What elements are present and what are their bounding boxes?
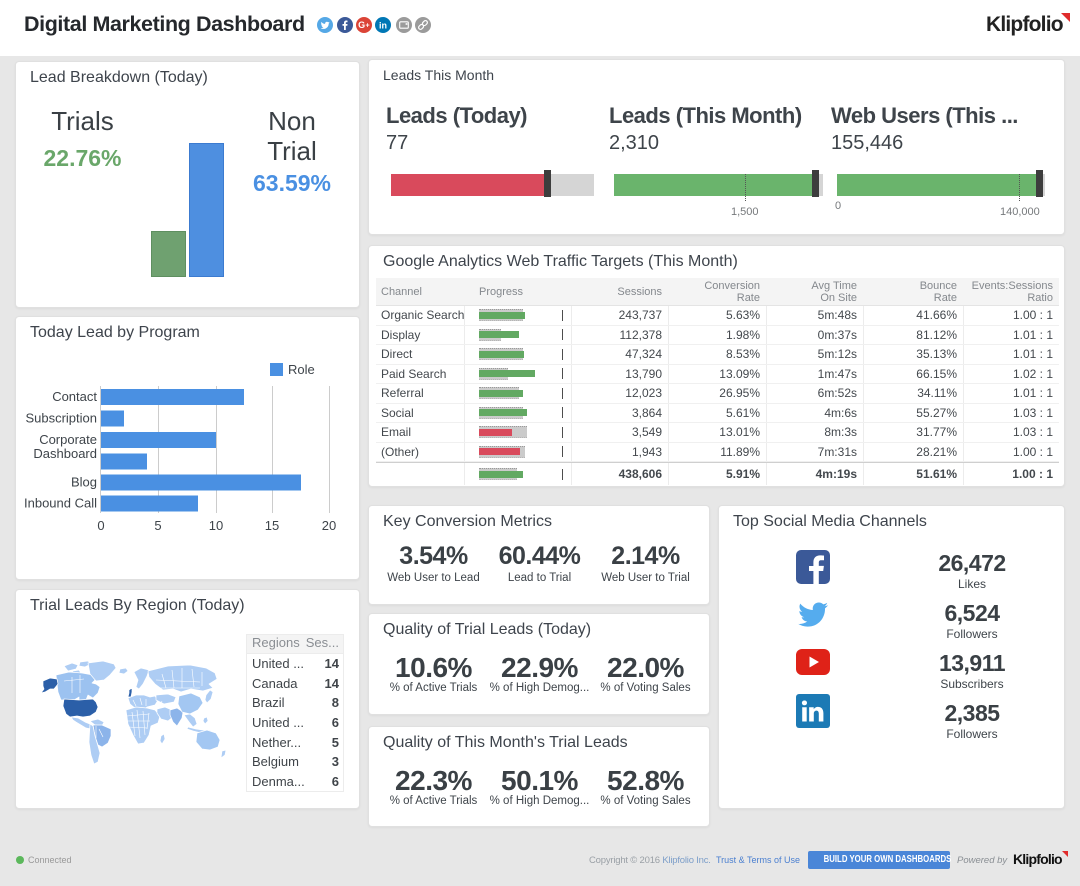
svg-text:Corporate: Corporate [39,432,97,447]
svg-text:Contact: Contact [52,389,97,404]
svg-text:0: 0 [97,518,104,533]
svg-text:10: 10 [209,518,223,533]
svg-text:+: + [366,22,370,29]
svg-text:15: 15 [265,518,279,533]
svg-text:in: in [379,20,387,30]
svg-text:20: 20 [322,518,336,533]
svg-text:Inbound Call: Inbound Call [24,496,97,511]
svg-text:G: G [358,20,365,30]
svg-text:Subscription: Subscription [25,411,97,426]
svg-text:5: 5 [154,518,161,533]
svg-text:Dashboard: Dashboard [33,446,97,461]
svg-text:Role: Role [288,362,315,377]
svg-text:Blog: Blog [71,475,97,490]
